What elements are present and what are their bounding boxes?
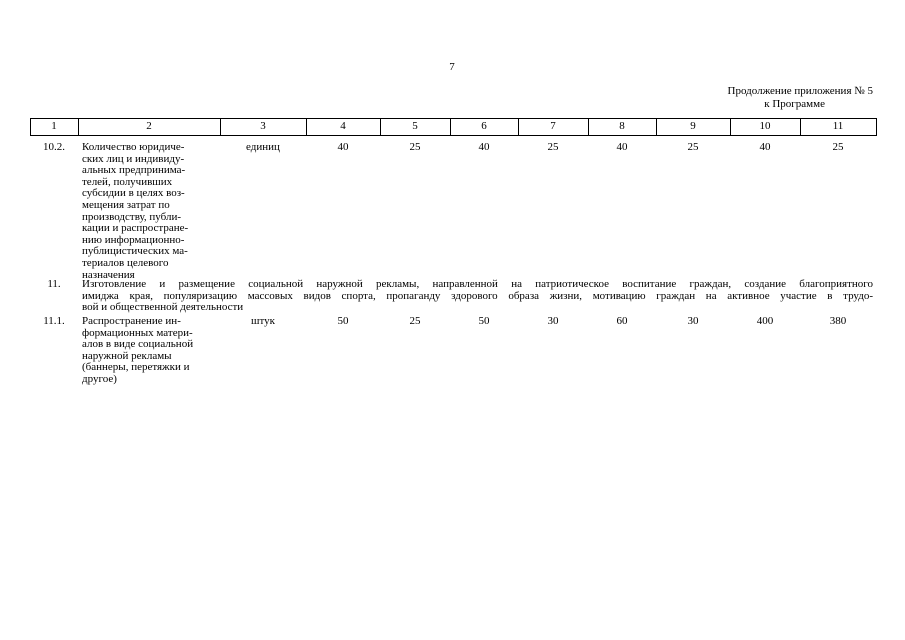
row-name: производству, публи- bbox=[82, 210, 182, 223]
table-border bbox=[588, 118, 589, 136]
header-cell: 1 bbox=[51, 120, 57, 132]
table-border bbox=[220, 118, 221, 136]
row-name: ских лиц и индивиду- bbox=[82, 152, 185, 165]
row-name: Распространение ин- bbox=[82, 315, 181, 327]
row-value: 40 bbox=[478, 141, 490, 153]
table-border bbox=[306, 118, 307, 136]
header-cell: 10 bbox=[759, 120, 771, 132]
row-value: 40 bbox=[337, 141, 349, 153]
row-value: 50 bbox=[478, 315, 490, 327]
header-cell: 9 bbox=[690, 120, 696, 132]
table-border bbox=[800, 118, 801, 136]
row-value: 25 bbox=[687, 141, 699, 153]
row-name: Количество юридиче- bbox=[82, 141, 185, 153]
header-line: Продолжение приложения № 5 bbox=[727, 85, 873, 97]
row-name: териалов целевого bbox=[82, 257, 169, 269]
row-name: мещения затрат по bbox=[82, 199, 170, 211]
table-border bbox=[380, 118, 381, 136]
row-number: 11. bbox=[47, 278, 61, 290]
header-cell: 8 bbox=[619, 120, 625, 132]
row-name: формационных матери- bbox=[82, 326, 193, 339]
header-cell: 11 bbox=[832, 120, 844, 132]
header-cell: 5 bbox=[412, 120, 418, 132]
row-name: кации и распростране- bbox=[82, 222, 189, 235]
row-unit: единиц bbox=[246, 141, 280, 153]
header-cell: 7 bbox=[550, 120, 556, 132]
row-name: наружной рекламы bbox=[82, 349, 172, 362]
row-value: 40 bbox=[759, 141, 771, 153]
table-border bbox=[30, 118, 877, 119]
page-number: 7 bbox=[449, 61, 455, 73]
row-name: (баннеры, перетяжки и bbox=[82, 361, 190, 374]
row-number: 11.1. bbox=[43, 315, 65, 327]
table-border bbox=[518, 118, 519, 136]
row-value: 30 bbox=[687, 315, 699, 327]
table-border bbox=[656, 118, 657, 136]
row-name: альных предпринима- bbox=[82, 164, 186, 177]
row-value: 380 bbox=[829, 315, 847, 327]
table-border bbox=[450, 118, 451, 136]
header-line: к Программе bbox=[764, 98, 825, 110]
header-cell: 4 bbox=[340, 120, 346, 132]
section-text: имиджа края, популяризацию массовых видо… bbox=[82, 290, 873, 302]
row-name: нию информационно- bbox=[82, 233, 185, 246]
section-text: вой и общественной деятельности bbox=[82, 302, 244, 314]
row-value: 25 bbox=[409, 315, 421, 327]
row-value: 25 bbox=[832, 141, 844, 153]
row-value: 60 bbox=[616, 315, 628, 327]
row-number: 10.2. bbox=[43, 141, 65, 153]
header-cell: 3 bbox=[260, 120, 266, 132]
row-value: 25 bbox=[547, 141, 559, 153]
row-name: субсидии в целях воз- bbox=[82, 187, 185, 200]
row-name: публицистических ма- bbox=[82, 245, 188, 258]
header-cell: 6 bbox=[481, 120, 487, 132]
row-name: назначения bbox=[82, 268, 135, 281]
row-value: 40 bbox=[616, 141, 628, 153]
row-value: 400 bbox=[756, 315, 774, 327]
row-name: другое) bbox=[82, 373, 117, 385]
row-unit: штук bbox=[251, 315, 275, 327]
row-value: 25 bbox=[409, 141, 421, 153]
row-name: алов в виде социальной bbox=[82, 338, 194, 351]
row-value: 50 bbox=[337, 315, 349, 327]
table-border bbox=[30, 135, 877, 136]
table-border bbox=[876, 118, 877, 136]
row-value: 30 bbox=[547, 315, 559, 327]
row-name: телей, получивших bbox=[82, 175, 173, 188]
table-border bbox=[30, 118, 31, 136]
section-text: Изготовление и размещение социальной нар… bbox=[82, 279, 873, 290]
header-cell: 2 bbox=[146, 120, 152, 132]
table-border bbox=[730, 118, 731, 136]
table-border bbox=[78, 118, 79, 136]
